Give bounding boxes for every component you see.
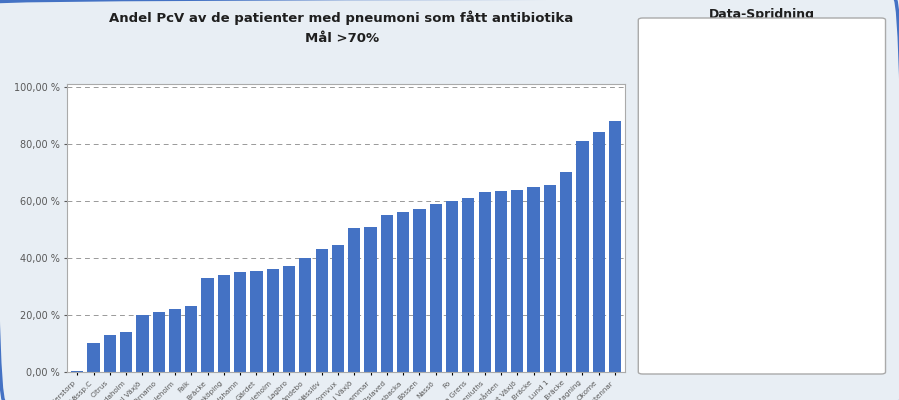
Bar (381, 215, 393, 372)
Text: Data-Spridning: Data-Spridning (709, 8, 814, 21)
Bar (103, 335, 116, 372)
Bar (169, 309, 181, 372)
Bar (430, 204, 442, 372)
Bar (267, 269, 279, 372)
Bar (397, 212, 409, 372)
Bar (153, 312, 165, 372)
Bar (201, 278, 214, 372)
Bar (414, 210, 425, 372)
Bar (185, 306, 198, 372)
Bar (283, 266, 295, 372)
Bar (137, 315, 148, 372)
Text: min: 0%: min: 0% (761, 354, 805, 364)
Bar (494, 191, 507, 372)
Bar (299, 258, 311, 372)
Bar (592, 132, 605, 372)
Bar (87, 344, 100, 372)
Text: 25e perc.:35%: 25e perc.:35% (761, 239, 838, 249)
Text: max: 88%: max: 88% (761, 61, 814, 71)
Bar (348, 228, 360, 372)
Bar (478, 192, 491, 372)
Bar (576, 141, 589, 372)
Bar (528, 187, 539, 372)
Bar (316, 249, 328, 372)
Bar (560, 172, 573, 372)
Bar (462, 198, 475, 372)
Text: medel: 49.78%: medel: 49.78% (761, 190, 841, 200)
Bar (71, 370, 84, 372)
Bar (364, 226, 377, 372)
Bar (332, 245, 344, 372)
Bar (609, 121, 621, 372)
Text: 75e perc.:65.5%: 75e perc.:65.5% (761, 125, 848, 135)
Bar (544, 185, 556, 372)
Bar (234, 272, 246, 372)
Text: median:55.5%: median:55.5% (761, 159, 838, 169)
Bar (678, 138, 749, 236)
Bar (250, 271, 263, 372)
Text: Andel PcV av de patienter med pneumoni som fått antibiotika: Andel PcV av de patienter med pneumoni s… (110, 10, 574, 24)
Text: Mål >70%: Mål >70% (305, 32, 378, 45)
Bar (446, 201, 458, 372)
Bar (512, 190, 523, 372)
Bar (218, 275, 230, 372)
Bar (120, 332, 132, 372)
